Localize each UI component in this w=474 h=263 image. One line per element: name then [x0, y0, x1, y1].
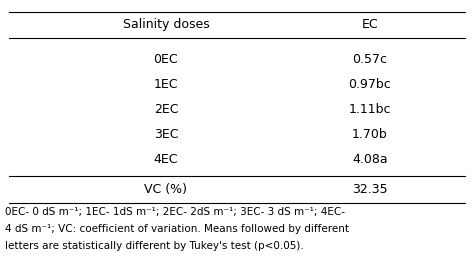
Text: 2EC: 2EC [154, 103, 178, 116]
Text: 1EC: 1EC [154, 78, 178, 91]
Text: 4.08a: 4.08a [352, 153, 388, 166]
Text: 0EC: 0EC [154, 53, 178, 66]
Text: EC: EC [361, 18, 378, 32]
Text: 4 dS m⁻¹; VC: coefficient of variation. Means followed by different: 4 dS m⁻¹; VC: coefficient of variation. … [5, 224, 349, 234]
Text: 0.97bc: 0.97bc [348, 78, 391, 91]
Text: 3EC: 3EC [154, 128, 178, 141]
Text: Salinity doses: Salinity doses [122, 18, 210, 32]
Text: 0EC- 0 dS m⁻¹; 1EC- 1dS m⁻¹; 2EC- 2dS m⁻¹; 3EC- 3 dS m⁻¹; 4EC-: 0EC- 0 dS m⁻¹; 1EC- 1dS m⁻¹; 2EC- 2dS m⁻… [5, 207, 345, 217]
Text: 32.35: 32.35 [352, 183, 388, 196]
Text: 1.11bc: 1.11bc [348, 103, 391, 116]
Text: 0.57c: 0.57c [352, 53, 387, 66]
Text: VC (%): VC (%) [145, 183, 187, 196]
Text: 1.70b: 1.70b [352, 128, 388, 141]
Text: 4EC: 4EC [154, 153, 178, 166]
Text: letters are statistically different by Tukey's test (p<0.05).: letters are statistically different by T… [5, 241, 303, 251]
